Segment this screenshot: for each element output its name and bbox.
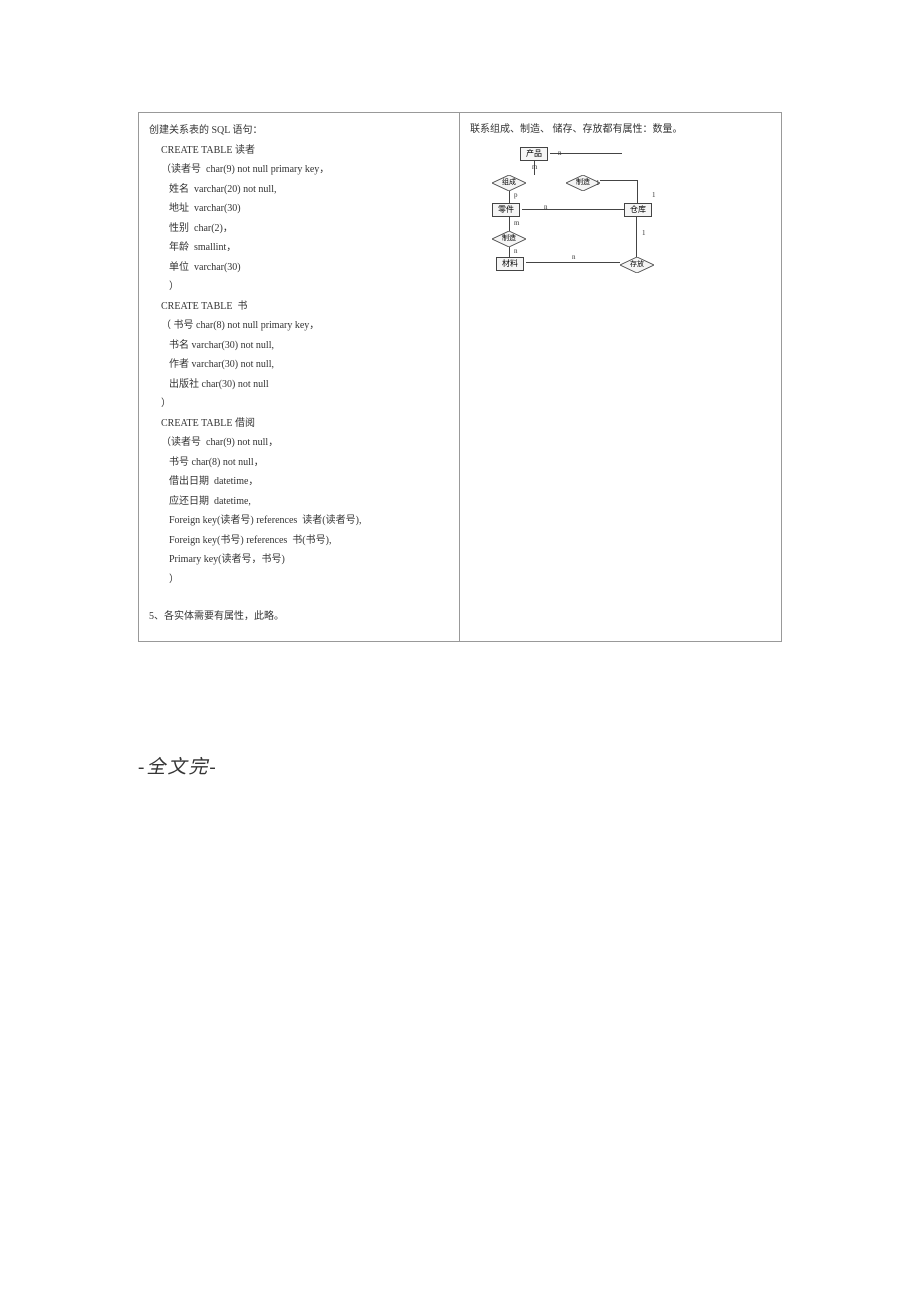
sql-lines-container: CREATE TABLE 读者（读者号 char(9) not null pri… [149, 141, 449, 590]
er-cardinality: p [514, 191, 518, 199]
sql-line: 出版社 char(30) not null [149, 375, 449, 395]
er-entity-part: 零件 [492, 203, 520, 217]
er-entity-warehouse: 仓库 [624, 203, 652, 217]
er-connector [526, 262, 620, 263]
sql-line: ） [149, 277, 449, 297]
er-cardinality: 1 [642, 229, 646, 237]
sql-line: Primary key(读者号，书号) [149, 550, 449, 570]
er-relationship-manufacture: 制造 [566, 175, 600, 191]
sql-line: （读者号 char(9) not null primary key， [149, 160, 449, 180]
sql-line: （ 书号 char(8) not null primary key， [149, 316, 449, 336]
end-marker: -全文完- [138, 752, 920, 779]
sql-line: 年龄 smallint， [149, 238, 449, 258]
sql-line: 书号 char(8) not null， [149, 453, 449, 473]
er-cardinality: n [558, 149, 562, 157]
er-cardinality: m [514, 219, 519, 227]
sql-line: CREATE TABLE 读者 [149, 141, 449, 161]
sql-header: 创建关系表的 SQL 语句： [149, 121, 449, 141]
sql-line: 借出日期 datetime， [149, 472, 449, 492]
sql-line: CREATE TABLE 借阅 [149, 414, 449, 434]
er-entity-material: 材料 [496, 257, 524, 271]
sql-line: Foreign key(书号) references 书(书号), [149, 531, 449, 551]
er-cardinality: m [532, 163, 537, 171]
er-relationship-store: 存放 [620, 257, 654, 273]
sql-line: Foreign key(读者号) references 读者(读者号), [149, 511, 449, 531]
er-relationship-make: 制造 [492, 231, 526, 247]
document-page: 创建关系表的 SQL 语句： CREATE TABLE 读者（读者号 char(… [138, 112, 782, 642]
sql-line: ） [149, 394, 449, 414]
er-cardinality: 1 [596, 179, 600, 187]
er-cardinality: n [514, 247, 518, 255]
sql-line: ） [149, 570, 449, 590]
er-cardinality: n [544, 203, 548, 211]
sql-line: （读者号 char(9) not null， [149, 433, 449, 453]
er-diagram: 产品零件仓库材料组成制造制造存放nm1pn1m1nn [492, 147, 702, 297]
bottom-note: 5、各实体需要有属性，此略。 [149, 607, 449, 622]
right-header: 联系组成、制造、 储存、存放都有属性：数量。 [470, 121, 771, 139]
sql-line: CREATE TABLE 书 [149, 297, 449, 317]
left-column: 创建关系表的 SQL 语句： CREATE TABLE 读者（读者号 char(… [139, 113, 460, 641]
er-connector [637, 180, 638, 203]
sql-line: 单位 varchar(30) [149, 258, 449, 278]
sql-line: 应还日期 datetime, [149, 492, 449, 512]
sql-line: 姓名 varchar(20) not null, [149, 180, 449, 200]
sql-line: 作者 varchar(30) not null, [149, 355, 449, 375]
sql-line: 性别 char(2)， [149, 219, 449, 239]
er-cardinality: n [572, 253, 576, 261]
sql-line: 书名 varchar(30) not null, [149, 336, 449, 356]
er-entity-product: 产品 [520, 147, 548, 161]
er-connector [636, 215, 637, 259]
er-connector [509, 215, 510, 231]
er-connector [522, 209, 624, 210]
er-relationship-compose: 组成 [492, 175, 526, 191]
er-connector [600, 180, 638, 181]
sql-line: 地址 varchar(30) [149, 199, 449, 219]
right-column: 联系组成、制造、 储存、存放都有属性：数量。 产品零件仓库材料组成制造制造存放n… [460, 113, 781, 641]
er-cardinality: 1 [652, 191, 656, 199]
